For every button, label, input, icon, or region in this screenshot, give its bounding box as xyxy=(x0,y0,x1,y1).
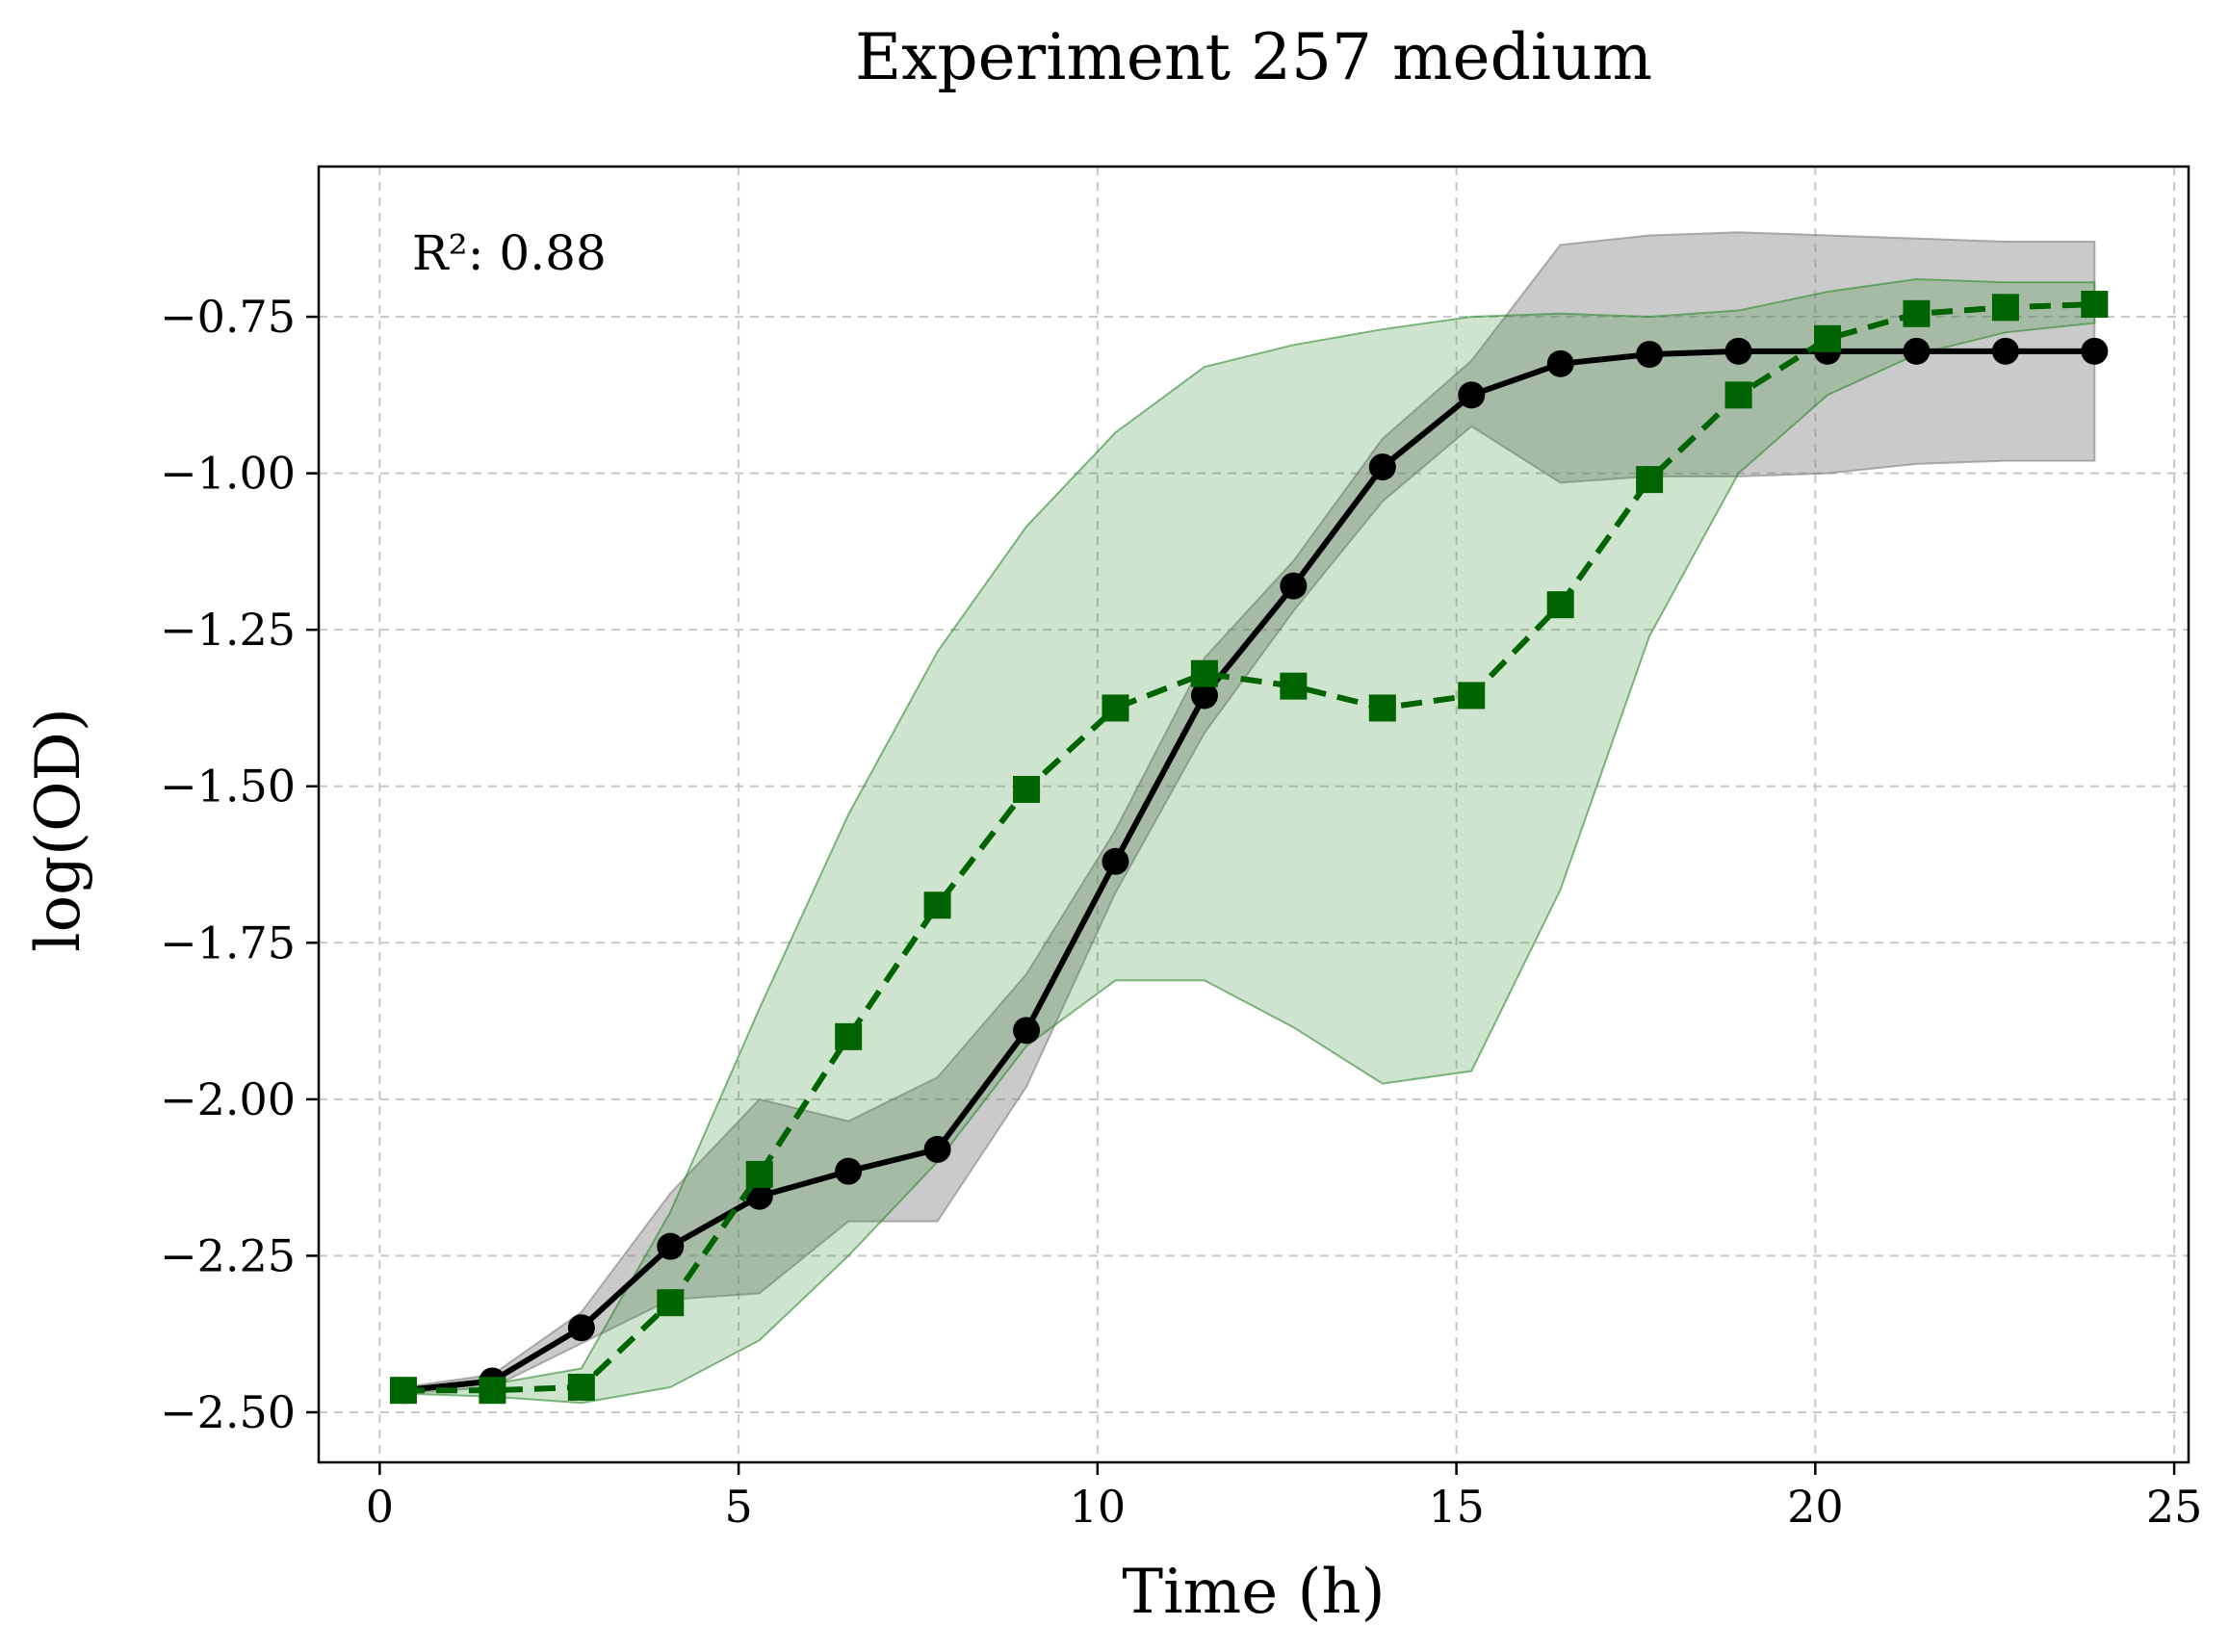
series-2-confidence-band xyxy=(402,278,2096,1405)
x-tick-label: 15 xyxy=(1428,1481,1485,1533)
series-2-point xyxy=(1814,324,1842,352)
x-tick-label: 10 xyxy=(1070,1481,1127,1533)
y-tick-label: −2.50 xyxy=(160,1386,296,1438)
plot-area: 0 5 10 15 20 25 −2.50 −2.25 −2.00 −1.75 −1.50 −1.25… xyxy=(160,165,2203,1533)
series-1-point xyxy=(1280,572,1308,600)
series-1-point xyxy=(835,1157,863,1185)
series-2-point xyxy=(479,1377,506,1405)
x-tick-label: 25 xyxy=(2146,1481,2203,1533)
x-axis-label: Time (h) xyxy=(1122,1557,1385,1628)
series-2-point xyxy=(1724,381,1752,409)
series-1-point xyxy=(1636,341,1664,369)
series-1-point xyxy=(1190,682,1218,710)
series-2-point xyxy=(923,891,951,919)
series-2-point xyxy=(1636,466,1664,494)
x-tick-label: 20 xyxy=(1787,1481,1844,1533)
y-tick-label: −2.00 xyxy=(160,1073,296,1125)
series-1-point xyxy=(1991,337,2019,365)
y-tick-label: −2.25 xyxy=(160,1229,296,1281)
series-group xyxy=(389,231,2109,1405)
y-axis-label: log(OD) xyxy=(23,708,94,952)
series-2-point xyxy=(1280,672,1308,700)
plot-frame xyxy=(317,165,2190,1464)
series-2-point xyxy=(1458,682,1486,710)
series-1-point xyxy=(1724,337,1752,365)
x-tick-label: 0 xyxy=(366,1481,394,1533)
series-2-point xyxy=(835,1022,863,1050)
series-2-point xyxy=(2081,291,2109,319)
series-2-point xyxy=(1102,694,1129,722)
series-1-point xyxy=(1013,1017,1041,1045)
series-2-point xyxy=(1190,659,1218,687)
series-1-point xyxy=(657,1232,685,1260)
series-2-point xyxy=(1991,294,2019,322)
series-2-point xyxy=(1368,694,1396,722)
series-1-point xyxy=(1903,337,1931,365)
series-2-point xyxy=(657,1289,685,1317)
series-1-point xyxy=(567,1314,595,1342)
y-tick-label: −1.75 xyxy=(160,916,296,968)
series-1-point xyxy=(1102,847,1129,875)
series-1-point xyxy=(1546,349,1574,377)
y-tick-label: −1.00 xyxy=(160,448,296,500)
series-1-point xyxy=(1368,453,1396,481)
series-2-point xyxy=(1546,591,1574,619)
series-2-point xyxy=(1013,775,1041,803)
series-1-point xyxy=(1458,381,1486,409)
chart-title: Experiment 257 medium xyxy=(855,20,1652,94)
r-squared-annotation: R²: 0.88 xyxy=(412,225,607,281)
series-2-line xyxy=(402,301,2095,1394)
y-tick-label: −0.75 xyxy=(160,291,296,343)
series-1-point xyxy=(745,1182,773,1210)
series-2-point xyxy=(745,1160,773,1188)
y-tick-label: −1.50 xyxy=(160,761,296,813)
series-2-point xyxy=(389,1377,417,1405)
series-2-point xyxy=(1903,299,1931,327)
x-tick-label: 5 xyxy=(724,1481,752,1533)
series-1-point xyxy=(923,1135,951,1163)
y-tick-label: −1.25 xyxy=(160,604,296,656)
series-1-point xyxy=(2081,337,2109,365)
series-2-point xyxy=(567,1373,595,1401)
